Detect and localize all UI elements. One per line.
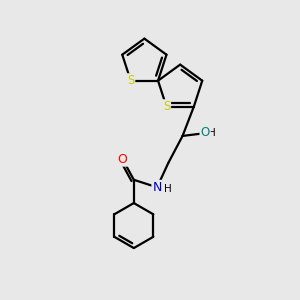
Text: H: H bbox=[208, 128, 216, 138]
Text: S: S bbox=[163, 100, 170, 113]
Text: S: S bbox=[127, 74, 134, 87]
Text: N: N bbox=[152, 181, 162, 194]
Text: O: O bbox=[200, 126, 210, 139]
Text: O: O bbox=[118, 153, 128, 166]
Text: H: H bbox=[164, 184, 171, 194]
